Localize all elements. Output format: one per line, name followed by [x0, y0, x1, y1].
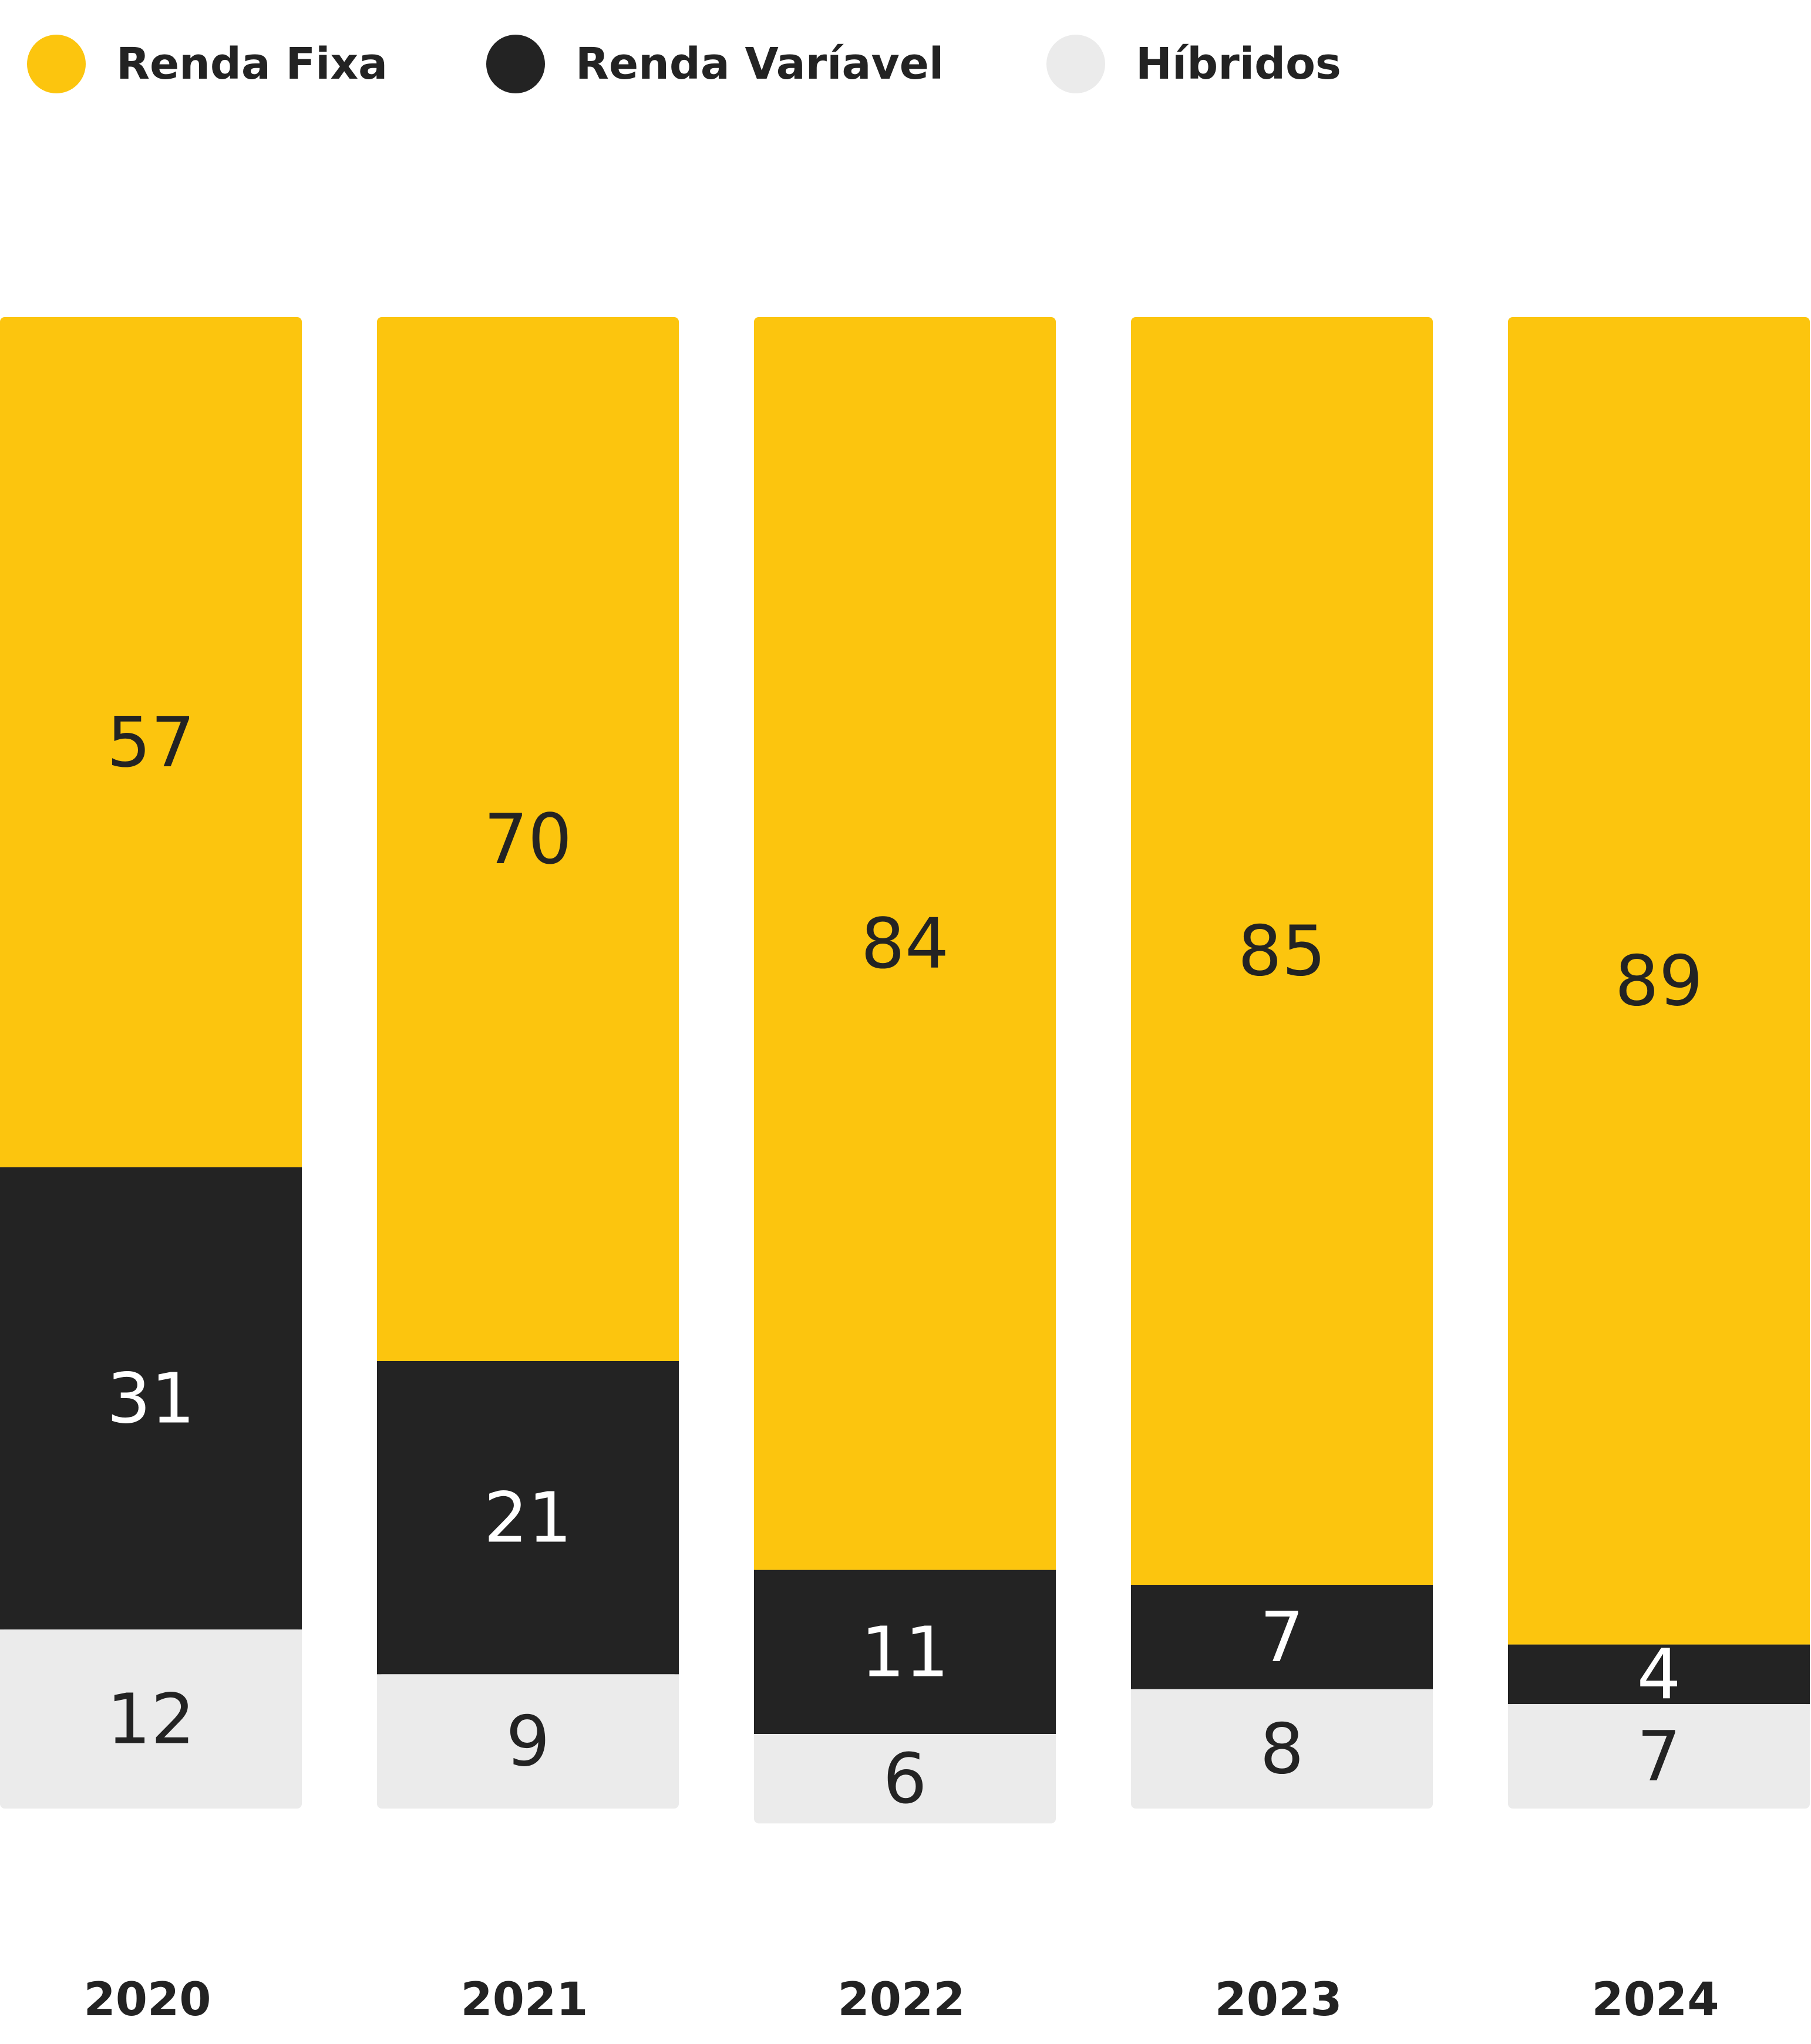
data-label-renda-fixa-2023: 85	[1238, 911, 1326, 992]
category-label-group: 2020 2021 2022 2023 2024	[83, 1974, 1719, 2026]
bar-renda-variavel-2022	[754, 1570, 1056, 1734]
bar-renda-fixa-2020	[0, 317, 302, 1167]
bar-hibridos-2024	[1508, 1704, 1810, 1809]
bar-renda-fixa-2021	[377, 317, 679, 1361]
data-label-renda-variavel-2023: 7	[1260, 1597, 1304, 1678]
x-tick-label-2023: 2023	[1214, 1974, 1342, 2026]
legend: Renda Fixa Renda Varíavel Híbridos	[0, 0, 1811, 135]
bar-renda-fixa-2023	[1131, 317, 1433, 1585]
bar-renda-variavel-2021	[377, 1361, 679, 1675]
bar-joint-bottom-2021	[377, 1674, 679, 1679]
data-label-hibridos-2020: 12	[107, 1679, 195, 1760]
bar-joint-bottom-2024	[1508, 1704, 1810, 1709]
bar-renda-variavel-2024	[1508, 1644, 1810, 1705]
legend-item-renda-variavel: Renda Varíavel	[486, 32, 944, 96]
x-tick-label-2021: 2021	[460, 1974, 588, 2026]
data-label-renda-variavel-2022: 11	[861, 1611, 949, 1692]
data-label-renda-variavel-2021: 21	[484, 1477, 572, 1558]
bar-joint-bottom-2020	[0, 1629, 302, 1635]
legend-swatch-renda-variavel	[486, 35, 545, 93]
bar-joint-bottom-2022	[754, 1734, 1056, 1739]
bar-joint-2023	[1131, 1580, 1433, 1585]
data-label-renda-variavel-2020: 31	[107, 1358, 195, 1439]
bar-joint-2022	[754, 1565, 1056, 1570]
x-tick-label-2022: 2022	[837, 1974, 965, 2026]
bar-hibridos-2021	[377, 1674, 679, 1809]
data-label-hibridos-2021: 9	[506, 1701, 550, 1782]
legend-item-renda-fixa: Renda Fixa	[27, 32, 388, 96]
legend-label-renda-variavel: Renda Varíavel	[575, 39, 944, 89]
bar-joint-2020	[0, 1162, 302, 1167]
data-label-renda-fixa-2021: 70	[484, 799, 572, 880]
data-label-hibridos-2023: 8	[1260, 1708, 1304, 1789]
bar-group	[0, 317, 1810, 1824]
bar-renda-fixa-2024	[1508, 317, 1810, 1645]
legend-item-hibridos: Híbridos	[1046, 32, 1341, 96]
legend-label-renda-fixa: Renda Fixa	[116, 39, 388, 89]
legend-swatch-hibridos	[1046, 35, 1105, 93]
data-label-hibridos-2024: 7	[1637, 1716, 1681, 1797]
bar-joint-2021	[377, 1356, 679, 1361]
data-label-renda-fixa-2024: 89	[1615, 940, 1703, 1021]
legend-swatch-renda-fixa	[27, 35, 86, 93]
bar-hibridos-2022	[754, 1734, 1056, 1824]
bar-renda-variavel-2023	[1131, 1585, 1433, 1689]
bar-joint-bottom-2023	[1131, 1689, 1433, 1694]
bar-hibridos-2023	[1131, 1689, 1433, 1809]
x-tick-label-2020: 2020	[83, 1974, 211, 2026]
data-label-renda-fixa-2020: 57	[107, 702, 195, 783]
data-label-hibridos-2022: 6	[883, 1738, 927, 1819]
data-label-renda-fixa-2022: 84	[861, 903, 949, 984]
x-tick-label-2024: 2024	[1591, 1974, 1719, 2026]
bar-renda-fixa-2022	[754, 317, 1056, 1570]
bar-joint-2024	[1508, 1639, 1810, 1645]
bar-hibridos-2020	[0, 1629, 302, 1809]
data-label-renda-variavel-2024: 4	[1637, 1634, 1681, 1715]
bar-renda-variavel-2020	[0, 1167, 302, 1630]
legend-label-hibridos: Híbridos	[1136, 39, 1341, 89]
